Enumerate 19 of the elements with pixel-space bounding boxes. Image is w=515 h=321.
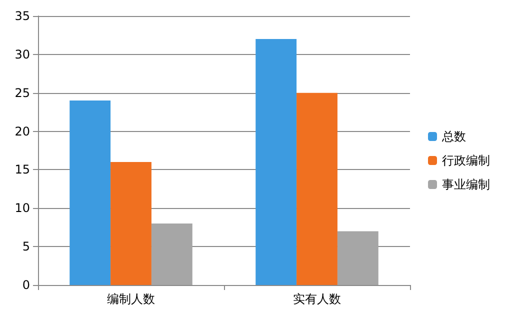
y-tick-label: 20	[14, 124, 30, 138]
legend-label: 总数	[441, 130, 466, 144]
bar	[110, 162, 152, 285]
y-tick-label: 30	[14, 47, 30, 62]
legend-label: 事业编制	[442, 178, 490, 192]
bar	[256, 39, 297, 285]
x-tick-label: 实有人数	[293, 292, 341, 306]
bar	[337, 231, 378, 285]
y-tick-label: 0	[22, 278, 30, 292]
y-tick-label: 35	[14, 9, 30, 23]
x-tick-label: 编制人数	[107, 292, 155, 306]
legend-label: 行政编制	[442, 154, 490, 168]
y-tick-label: 15	[14, 162, 30, 177]
y-tick-label: 10	[14, 201, 30, 216]
bar	[151, 224, 192, 285]
y-tick-label: 25	[14, 86, 30, 100]
bar	[296, 92, 338, 285]
y-tick-label: 5	[22, 240, 30, 254]
bar	[70, 100, 111, 285]
